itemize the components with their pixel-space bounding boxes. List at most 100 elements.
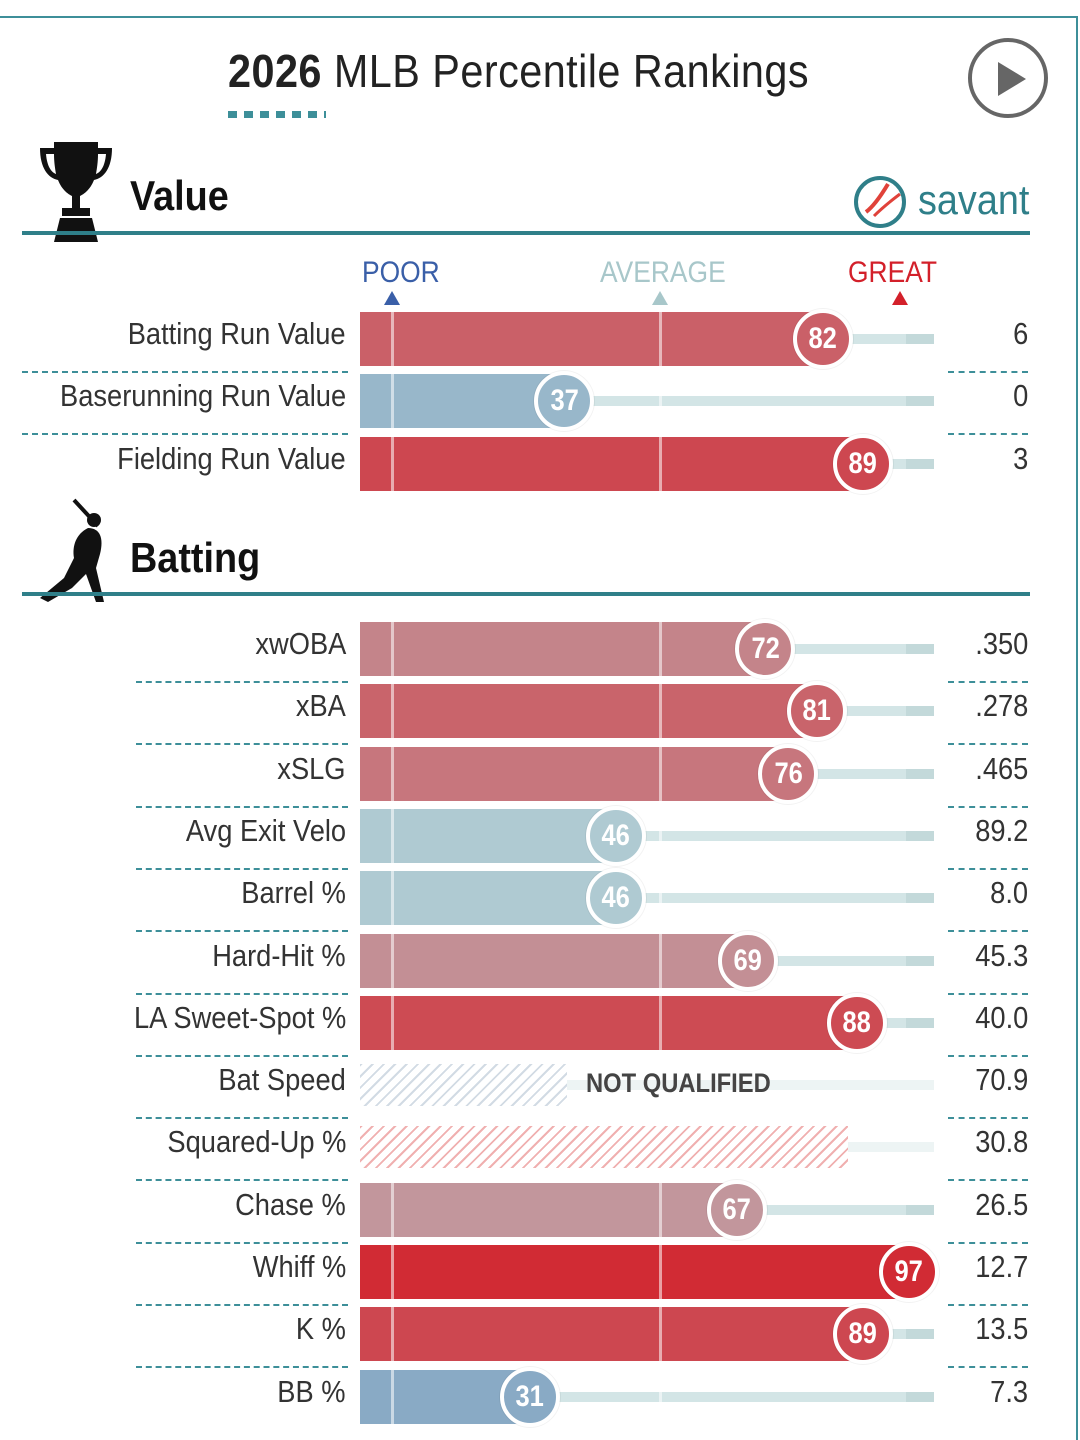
percentile-bar-fielding-run-value[interactable] — [360, 436, 863, 491]
percentile-badge-xba[interactable]: 81 — [786, 681, 847, 742]
row-track-la-sweet-spot-pct — [857, 1017, 934, 1028]
percentile-badge-k-pct[interactable]: 89 — [832, 1304, 893, 1365]
row-divider-right — [948, 992, 1028, 995]
row-label-xslg: xSLG — [277, 750, 346, 786]
row-divider-left — [136, 1366, 348, 1369]
percentile-bar-k-pct[interactable] — [360, 1307, 863, 1362]
row-track-bb-pct — [529, 1391, 934, 1402]
savant-logo-icon[interactable] — [852, 172, 908, 228]
average-line — [659, 808, 662, 863]
row-label-squared-up-pct: Squared-Up % — [167, 1124, 346, 1160]
scale-marker-poor — [384, 291, 400, 305]
average-line — [659, 312, 662, 366]
row-track-end — [906, 1391, 934, 1402]
row-track-avg-exit-velo — [616, 830, 934, 841]
percentile-bar-xslg[interactable] — [360, 746, 789, 801]
poor-line — [391, 808, 394, 863]
row-track-hard-hit-pct — [748, 955, 934, 966]
percentile-bar-avg-exit-velo[interactable] — [360, 808, 617, 863]
percentile-bar-whiff-pct[interactable] — [360, 1245, 909, 1299]
row-track-end — [906, 396, 934, 407]
percentile-value: 72 — [751, 632, 780, 665]
row-label-batting-run-value: Batting Run Value — [128, 316, 346, 351]
row-track-fielding-run-value — [862, 458, 934, 469]
average-line — [659, 1245, 662, 1299]
percentile-badge-xslg[interactable]: 76 — [758, 743, 819, 804]
row-value-xwoba: .350 — [974, 626, 1028, 661]
percentile-badge-hard-hit-pct[interactable]: 69 — [718, 930, 779, 991]
average-line — [659, 374, 662, 429]
percentile-value: 31 — [515, 1379, 545, 1413]
percentile-value: 97 — [894, 1255, 923, 1288]
percentile-bar-baserunning-run-value[interactable] — [360, 374, 565, 429]
play-icon — [998, 62, 1026, 96]
average-line — [659, 1369, 662, 1424]
row-label-bat-speed: Bat Speed — [218, 1062, 346, 1098]
row-divider-left — [136, 743, 348, 746]
poor-line — [391, 871, 394, 926]
percentile-badge-whiff-pct[interactable]: 97 — [878, 1242, 939, 1302]
percentile-badge-chase-pct[interactable]: 67 — [706, 1179, 767, 1240]
row-track-k-pct — [862, 1329, 934, 1340]
title-underline — [228, 111, 326, 118]
row-track-squared-up-pct — [847, 1142, 934, 1153]
row-divider-left — [136, 992, 348, 995]
poor-line — [391, 995, 394, 1050]
percentile-badge-la-sweet-spot-pct[interactable]: 88 — [827, 992, 888, 1053]
row-track-baserunning-run-value — [564, 396, 934, 407]
row-divider-right — [948, 743, 1028, 746]
row-divider-left — [136, 805, 348, 808]
row-value-xba: .278 — [974, 688, 1028, 724]
row-value-fielding-run-value: 3 — [1012, 440, 1028, 476]
row-track-xba — [816, 706, 934, 717]
row-track-end — [906, 893, 934, 904]
row-value-baserunning-run-value: 0 — [1012, 378, 1028, 414]
scale-marker-great — [892, 291, 908, 305]
row-divider-left — [136, 1179, 348, 1182]
poor-line — [391, 746, 394, 801]
row-value-k-pct: 13.5 — [974, 1311, 1028, 1347]
percentile-bar-la-sweet-spot-pct[interactable] — [360, 995, 858, 1050]
percentile-badge-barrel-pct[interactable]: 46 — [586, 868, 647, 929]
row-value-xslg: .465 — [974, 750, 1028, 786]
percentile-bar-barrel-pct[interactable] — [360, 871, 617, 926]
frame-top-border — [0, 16, 1076, 18]
poor-line — [391, 1245, 394, 1299]
play-button[interactable] — [968, 38, 1048, 118]
poor-line — [391, 1182, 394, 1237]
average-line — [659, 622, 662, 676]
row-divider-right — [948, 681, 1028, 683]
row-value-la-sweet-spot-pct: 40.0 — [974, 999, 1028, 1035]
row-divider-right — [948, 1366, 1028, 1369]
row-track-end — [906, 706, 934, 717]
percentile-value: 82 — [808, 322, 837, 355]
row-label-barrel-pct: Barrel % — [241, 875, 346, 911]
percentile-bar-xba[interactable] — [360, 684, 817, 739]
average-line — [659, 684, 662, 739]
row-track-end — [906, 458, 934, 469]
row-value-batting-run-value: 6 — [1012, 316, 1028, 351]
percentile-bar-hard-hit-pct[interactable] — [360, 933, 749, 988]
section-rule-batting — [22, 592, 1030, 596]
row-label-avg-exit-velo: Avg Exit Velo — [185, 812, 346, 848]
section-rule-value — [22, 231, 1030, 235]
percentile-badge-batting-run-value[interactable]: 82 — [792, 309, 853, 369]
percentile-badge-avg-exit-velo[interactable]: 46 — [586, 805, 647, 866]
percentile-bar-batting-run-value[interactable] — [360, 312, 823, 366]
poor-line — [391, 622, 394, 676]
percentile-bar-xwoba[interactable] — [360, 622, 766, 676]
row-value-barrel-pct: 8.0 — [990, 875, 1028, 911]
row-label-xba: xBA — [295, 688, 346, 724]
savant-brand-text[interactable]: savant — [918, 176, 1030, 223]
poor-line — [391, 933, 394, 988]
percentile-badge-baserunning-run-value[interactable]: 37 — [534, 371, 595, 432]
percentile-badge-bb-pct[interactable]: 31 — [499, 1366, 560, 1427]
title-year: 2026 — [228, 45, 322, 97]
percentile-badge-xwoba[interactable]: 72 — [735, 619, 796, 679]
row-divider-right — [948, 1179, 1028, 1182]
row-track-end — [906, 1017, 934, 1028]
percentile-badge-fielding-run-value[interactable]: 89 — [832, 433, 893, 494]
percentile-bar-chase-pct[interactable] — [360, 1182, 737, 1237]
row-label-hard-hit-pct: Hard-Hit % — [212, 937, 346, 973]
scale-marker-average — [652, 291, 668, 305]
